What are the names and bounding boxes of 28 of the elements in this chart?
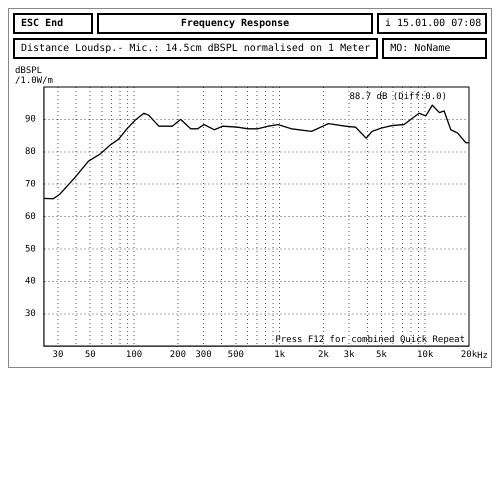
x-tick-label: 20k bbox=[460, 350, 478, 360]
annotation: Press F12 for combined Quick Repeat bbox=[275, 335, 465, 346]
y-tick-label: 50 bbox=[24, 244, 36, 254]
y-tick-label: 80 bbox=[24, 147, 36, 158]
x-tick-label: 1k bbox=[274, 350, 286, 360]
y-tick-label: 60 bbox=[24, 212, 36, 222]
y-tick-label: 30 bbox=[24, 309, 36, 320]
chart-subtitle: Distance Loudsp.- Mic.: 14.5cm dBSPL normalised on 1 Meter bbox=[13, 38, 378, 59]
text: i 15.01.00 07:08 bbox=[377, 13, 487, 34]
y-tick-label: 40 bbox=[24, 276, 36, 287]
x-tick-label: 300 bbox=[195, 350, 212, 360]
x-tick-label: 10k bbox=[417, 350, 434, 360]
x-tick-label: 500 bbox=[228, 350, 244, 360]
x-tick-label: 2k bbox=[318, 350, 330, 360]
x-tick-label: 30 bbox=[52, 350, 64, 360]
annotation: 88.7 dB (Diff:0.0) bbox=[349, 92, 447, 102]
text: ESC End bbox=[13, 13, 93, 34]
y-tick-label: 90 bbox=[24, 114, 36, 125]
x-tick-label: 200 bbox=[170, 350, 186, 360]
chart-title: Frequency Response bbox=[97, 13, 373, 34]
y-tick-label: 70 bbox=[24, 180, 36, 190]
text: MO: NoName bbox=[382, 38, 487, 59]
x-tick-label: 50 bbox=[84, 350, 96, 360]
y-axis-title: dBSPL /1.0W/m bbox=[15, 66, 53, 86]
x-tick-label: 5k bbox=[376, 350, 388, 360]
x-tick-label: 100 bbox=[126, 350, 142, 360]
x-axis-title: Hz bbox=[477, 351, 488, 362]
x-tick-label: 3k bbox=[344, 350, 356, 360]
